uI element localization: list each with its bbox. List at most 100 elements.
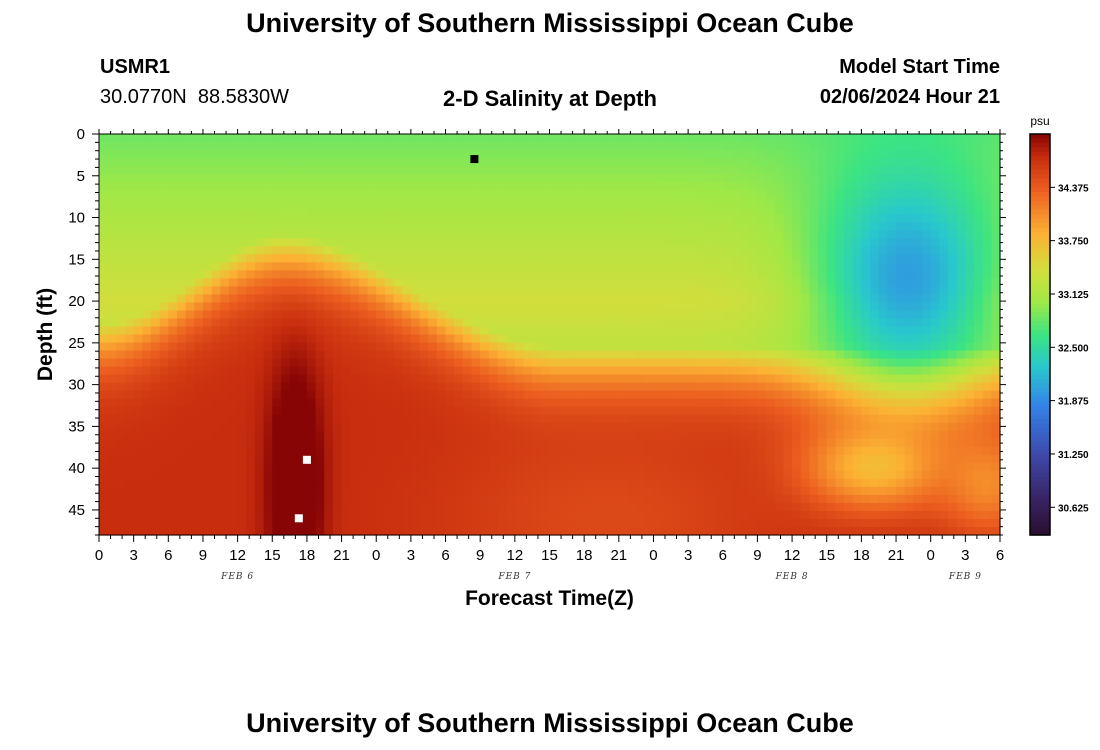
heatmap-cell <box>722 198 733 207</box>
heatmap-cell <box>809 150 819 159</box>
heatmap-cell <box>436 502 447 512</box>
heatmap-cell <box>202 430 213 440</box>
heatmap-cell <box>133 502 143 512</box>
heatmap-cell <box>263 390 273 400</box>
heatmap-cell <box>402 470 412 480</box>
heatmap-cell <box>480 366 490 376</box>
heatmap-cell <box>332 422 343 432</box>
heatmap-cell <box>705 310 715 320</box>
heatmap-cell <box>168 166 178 175</box>
heatmap-cell <box>896 230 906 239</box>
heatmap-cell <box>696 230 707 239</box>
heatmap-cell <box>272 142 282 151</box>
heatmap-cell <box>696 174 707 183</box>
heatmap-cell <box>471 526 481 536</box>
heatmap-cell <box>878 518 888 528</box>
heatmap-cell <box>636 190 646 199</box>
heatmap-cell <box>142 358 152 368</box>
heatmap-cell <box>558 262 568 271</box>
heatmap-cell <box>99 406 109 416</box>
heatmap-cell <box>601 462 611 472</box>
heatmap-cell <box>159 374 169 384</box>
heatmap-cell <box>913 430 923 440</box>
heatmap-cell <box>705 142 715 151</box>
heatmap-cell <box>99 174 109 183</box>
heatmap-cell <box>263 518 273 528</box>
heatmap-cell <box>679 510 689 520</box>
heatmap-cell <box>792 334 802 344</box>
heatmap-cell <box>826 270 836 279</box>
heatmap-cell <box>116 438 126 448</box>
heatmap-cell <box>315 190 325 199</box>
heatmap-cell <box>159 494 169 504</box>
heatmap-cell <box>246 278 256 287</box>
heatmap-cell <box>575 494 585 504</box>
heatmap-cell <box>506 326 516 336</box>
heatmap-cell <box>800 166 810 175</box>
heatmap-cell <box>809 406 819 416</box>
heatmap-cell <box>358 350 369 360</box>
heatmap-cell <box>904 382 914 392</box>
heatmap-cell <box>618 358 629 368</box>
heatmap-cell <box>913 494 923 504</box>
heatmap-cell <box>835 462 845 472</box>
heatmap-cell <box>168 390 178 400</box>
heatmap-cell <box>783 494 793 504</box>
heatmap-cell <box>887 246 897 255</box>
heatmap-cell <box>350 438 360 448</box>
heatmap-cell <box>766 430 776 440</box>
heatmap-cell <box>913 142 923 151</box>
heatmap-cell <box>376 478 386 488</box>
heatmap-cell <box>246 294 256 304</box>
heatmap-cell <box>150 166 161 175</box>
heatmap-cell <box>402 326 412 336</box>
heatmap-cell <box>644 334 655 344</box>
heatmap-cell <box>133 302 143 312</box>
heatmap-cell <box>835 350 845 360</box>
heatmap-cell <box>185 214 195 223</box>
heatmap-cell <box>532 254 542 263</box>
heatmap-cell <box>722 470 733 480</box>
heatmap-cell <box>722 406 733 416</box>
heatmap-cell <box>930 518 940 528</box>
heatmap-cell <box>246 366 256 376</box>
heatmap-cell <box>497 206 507 215</box>
heatmap-cell <box>887 254 897 263</box>
heatmap-cell <box>532 222 542 231</box>
heatmap-cell <box>176 494 187 504</box>
heatmap-cell <box>887 382 897 392</box>
heatmap-cell <box>896 246 906 255</box>
heatmap-cell <box>289 478 299 488</box>
heatmap-cell <box>194 414 204 424</box>
heatmap-cell <box>610 238 620 247</box>
heatmap-cell <box>194 438 204 448</box>
heatmap-cell <box>480 398 490 408</box>
heatmap-cell <box>237 510 247 520</box>
heatmap-cell <box>332 238 343 247</box>
heatmap-cell <box>480 390 490 400</box>
heatmap-cell <box>428 238 438 247</box>
heatmap-cell <box>584 302 594 312</box>
heatmap-cell <box>930 478 940 488</box>
heatmap-cell <box>306 238 317 247</box>
heatmap-cell <box>237 446 247 456</box>
heatmap-cell <box>774 166 785 175</box>
heatmap-cell <box>644 446 655 456</box>
heatmap-cell <box>740 294 750 304</box>
heatmap-cell <box>783 246 793 255</box>
heatmap-cell <box>402 206 412 215</box>
heatmap-cell <box>142 158 152 167</box>
heatmap-cell <box>471 366 481 376</box>
heatmap-cell <box>870 486 880 496</box>
heatmap-cell <box>904 406 914 416</box>
heatmap-cell <box>766 454 776 464</box>
heatmap-cell <box>306 470 317 480</box>
heatmap-cell <box>185 398 195 408</box>
heatmap-cell <box>506 494 516 504</box>
heatmap-cell <box>159 398 169 408</box>
heatmap-cell <box>107 174 117 183</box>
heatmap-cell <box>298 478 308 488</box>
heatmap-cell <box>150 302 161 312</box>
heatmap-cell <box>922 486 932 496</box>
heatmap-cell <box>454 198 464 207</box>
